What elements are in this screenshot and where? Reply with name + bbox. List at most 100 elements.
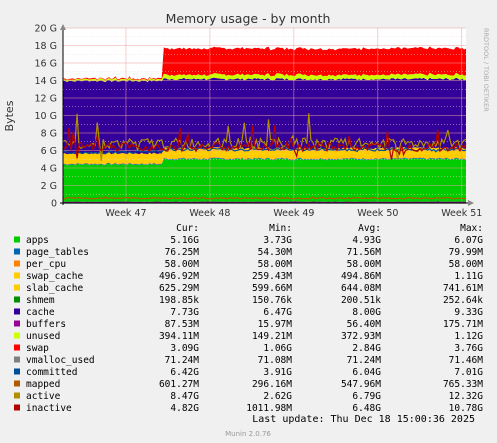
legend-value-avg: 200.51k: [341, 295, 381, 306]
legend-series-name: cache: [26, 307, 55, 318]
y-tick-label: 10 G: [35, 111, 57, 122]
legend-value-max: 1.11G: [454, 271, 483, 282]
y-tick-label: 18 G: [35, 41, 57, 52]
legend-value-avg: 4.93G: [352, 235, 381, 246]
y-axis-arrow-icon: [60, 24, 66, 30]
legend-value-min: 3.91G: [263, 367, 292, 378]
legend-value-cur: 601.27M: [159, 379, 199, 390]
legend-value-min: 296.16M: [252, 379, 292, 390]
munin-version: Munin 2.0.76: [225, 430, 271, 438]
legend: Cur: Min: Avg: Max: apps 5.16G 3.73G 4.93G 6.07G…: [14, 223, 483, 414]
legend-value-max: 10.78G: [449, 403, 484, 414]
legend-value-min: 1.06G: [263, 343, 292, 354]
legend-value-max: 3.76G: [454, 343, 483, 354]
line-buffers: [62, 201, 467, 204]
legend-series-name: shmem: [26, 295, 55, 306]
legend-value-min: 1011.98M: [246, 403, 292, 414]
legend-series-name: swap: [26, 343, 49, 354]
legend-value-avg: 547.96M: [341, 379, 381, 390]
legend-series-name: slab_cache: [26, 283, 83, 294]
rrdtool-credit: RRDTOOL / TOBI OETIKER: [482, 28, 490, 112]
legend-value-max: 79.99M: [449, 247, 484, 258]
legend-value-cur: 4.82G: [170, 403, 199, 414]
area-per_cpu: [63, 157, 466, 165]
legend-value-min: 71.08M: [258, 355, 293, 366]
legend-value-cur: 87.53M: [165, 319, 200, 330]
legend-value-cur: 625.29M: [159, 283, 199, 294]
legend-column-header: Max:: [460, 223, 483, 234]
y-tick-label: 4 G: [41, 164, 57, 175]
legend-value-min: 259.43M: [252, 271, 292, 282]
legend-swatch: [14, 284, 20, 291]
legend-value-avg: 644.08M: [341, 283, 381, 294]
legend-series-name: per_cpu: [26, 259, 66, 270]
legend-value-cur: 71.24M: [165, 355, 200, 366]
legend-value-min: 599.66M: [252, 283, 292, 294]
area-apps: [63, 158, 466, 203]
legend-value-min: 15.97M: [258, 319, 293, 330]
legend-value-cur: 8.47G: [170, 391, 199, 402]
area-page_tables: [63, 157, 466, 166]
legend-value-min: 3.73G: [263, 235, 292, 246]
y-tick-label: 8 G: [41, 129, 57, 140]
y-axis-label: Bytes: [3, 100, 16, 131]
legend-value-avg: 372.93M: [341, 331, 381, 342]
legend-swatch: [14, 308, 20, 315]
legend-series-name: active: [26, 391, 61, 402]
y-tick-label: 2 G: [41, 181, 57, 192]
legend-series-name: apps: [26, 235, 49, 246]
legend-value-avg: 6.79G: [352, 391, 381, 402]
x-tick-label: Week 47: [105, 208, 146, 219]
legend-value-max: 12.32G: [449, 391, 484, 402]
legend-value-max: 765.33M: [443, 379, 483, 390]
legend-value-max: 1.12G: [454, 331, 483, 342]
legend-series-name: unused: [26, 331, 60, 342]
legend-series-name: swap_cache: [26, 271, 83, 282]
legend-value-min: 58.00M: [258, 259, 293, 270]
legend-value-min: 54.30M: [258, 247, 293, 258]
legend-value-avg: 58.00M: [347, 259, 382, 270]
legend-value-avg: 6.48G: [352, 403, 381, 414]
y-tick-label: 0: [51, 199, 57, 210]
legend-value-cur: 5.16G: [170, 235, 199, 246]
legend-value-avg: 71.24M: [347, 355, 382, 366]
last-update: Last update: Thu Dec 18 15:00:36 2025: [252, 414, 475, 425]
legend-column-header: Avg:: [358, 223, 381, 234]
legend-value-cur: 76.25M: [165, 247, 200, 258]
legend-swatch: [14, 344, 20, 351]
legend-value-avg: 2.84G: [352, 343, 381, 354]
x-tick-label: Week 51: [441, 208, 482, 219]
chart-title: Memory usage - by month: [166, 11, 331, 26]
legend-swatch: [14, 320, 20, 327]
legend-value-max: 58.00M: [449, 259, 484, 270]
legend-value-min: 149.21M: [252, 331, 292, 342]
legend-value-max: 6.07G: [454, 235, 483, 246]
legend-value-avg: 6.04G: [352, 367, 381, 378]
legend-swatch: [14, 248, 20, 255]
legend-swatch: [14, 356, 20, 363]
grid-lines: [63, 27, 466, 204]
legend-value-cur: 496.92M: [159, 271, 199, 282]
legend-series-name: page_tables: [26, 247, 89, 258]
legend-value-cur: 198.85k: [159, 295, 199, 306]
legend-swatch: [14, 272, 20, 279]
legend-column-header: Min:: [269, 223, 292, 234]
x-axis-arrow-icon: [468, 200, 474, 206]
legend-value-cur: 3.09G: [170, 343, 199, 354]
legend-value-min: 2.62G: [263, 391, 292, 402]
legend-swatch: [14, 380, 20, 387]
y-tick-labels: 0 2 G 4 G 6 G 8 G 10 G 12 G 14 G 16 G 18 G 20 G: [35, 24, 57, 210]
legend-swatch: [14, 260, 20, 267]
legend-value-cur: 58.00M: [165, 259, 200, 270]
legend-series-name: mapped: [26, 379, 60, 390]
legend-series-name: inactive: [26, 403, 72, 414]
line-active: [62, 113, 467, 162]
legend-value-avg: 56.40M: [347, 319, 382, 330]
area-cache: [63, 77, 466, 155]
x-tick-label: Week 49: [273, 208, 314, 219]
line-mapped: [62, 195, 467, 200]
area-unused: [63, 72, 466, 83]
y-tick-label: 20 G: [35, 24, 57, 35]
legend-value-max: 7.01G: [454, 367, 483, 378]
